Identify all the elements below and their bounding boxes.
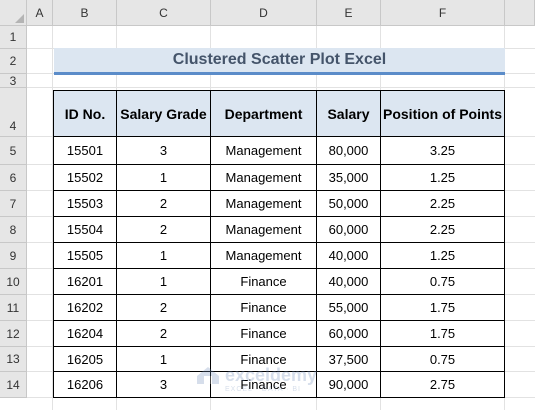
table-cell[interactable]: Finance bbox=[211, 347, 317, 372]
column-header-partial[interactable] bbox=[505, 0, 535, 26]
table-cell[interactable]: 1.75 bbox=[381, 321, 505, 347]
table-cell[interactable]: 50,000 bbox=[317, 191, 381, 217]
table-cell[interactable]: 40,000 bbox=[317, 269, 381, 295]
table-cell[interactable]: 90,000 bbox=[317, 372, 381, 398]
table-cell[interactable]: Management bbox=[211, 137, 317, 165]
row-header-3[interactable]: 3 bbox=[0, 74, 27, 88]
table-cell[interactable]: 2.25 bbox=[381, 217, 505, 243]
table-cell[interactable]: 16206 bbox=[53, 372, 117, 398]
table-header-cell[interactable]: Department bbox=[211, 90, 317, 137]
table-cell[interactable]: 35,000 bbox=[317, 165, 381, 191]
table-cell[interactable]: 40,000 bbox=[317, 243, 381, 269]
column-header-e[interactable]: E bbox=[317, 0, 381, 26]
row-header-4[interactable]: 4 bbox=[0, 88, 27, 137]
row-header-6[interactable]: 6 bbox=[0, 165, 27, 191]
table-cell[interactable]: 1.25 bbox=[381, 243, 505, 269]
table-cell[interactable]: Management bbox=[211, 191, 317, 217]
table-cell[interactable]: 2.75 bbox=[381, 372, 505, 398]
row-header-14[interactable]: 14 bbox=[0, 372, 27, 398]
table-cell[interactable]: 1 bbox=[117, 243, 211, 269]
table-cell[interactable]: 2 bbox=[117, 217, 211, 243]
table-cell[interactable]: Finance bbox=[211, 321, 317, 347]
table-cell[interactable]: 60,000 bbox=[317, 217, 381, 243]
table-cell[interactable]: 15501 bbox=[53, 137, 117, 165]
select-all-triangle-icon bbox=[15, 14, 24, 23]
column-header-c[interactable]: C bbox=[117, 0, 211, 26]
table-cell[interactable]: 0.75 bbox=[381, 347, 505, 372]
row-header-2[interactable]: 2 bbox=[0, 49, 27, 74]
table-cell[interactable]: 55,000 bbox=[317, 295, 381, 321]
column-header-a[interactable]: A bbox=[27, 0, 53, 26]
table-cell[interactable]: 15503 bbox=[53, 191, 117, 217]
table-cell[interactable]: 2 bbox=[117, 191, 211, 217]
row-header-9[interactable]: 9 bbox=[0, 243, 27, 269]
table-header-cell[interactable]: Position of Points bbox=[381, 90, 505, 137]
table-cell[interactable]: 1 bbox=[117, 347, 211, 372]
column-header-f[interactable]: F bbox=[381, 0, 505, 26]
table-cell[interactable]: Management bbox=[211, 165, 317, 191]
table-cell[interactable]: 60,000 bbox=[317, 321, 381, 347]
column-header-d[interactable]: D bbox=[211, 0, 317, 26]
row-header-13[interactable]: 13 bbox=[0, 347, 27, 372]
table-cell[interactable]: Finance bbox=[211, 372, 317, 398]
table-cell[interactable]: 16205 bbox=[53, 347, 117, 372]
row-header-5[interactable]: 5 bbox=[0, 137, 27, 165]
table-cell[interactable]: 1 bbox=[117, 165, 211, 191]
table-cell[interactable]: Management bbox=[211, 243, 317, 269]
row-header-8[interactable]: 8 bbox=[0, 217, 27, 243]
table-cell[interactable]: 15505 bbox=[53, 243, 117, 269]
table-header-cell[interactable]: Salary bbox=[317, 90, 381, 137]
sheet-title[interactable]: Clustered Scatter Plot Excel bbox=[54, 48, 505, 75]
select-all-corner[interactable] bbox=[0, 0, 27, 26]
table-cell[interactable]: 16202 bbox=[53, 295, 117, 321]
row-header-10[interactable]: 10 bbox=[0, 269, 27, 295]
table-cell[interactable]: 3.25 bbox=[381, 137, 505, 165]
table-cell[interactable]: 2 bbox=[117, 321, 211, 347]
table-cell[interactable]: Finance bbox=[211, 269, 317, 295]
row-header-12[interactable]: 12 bbox=[0, 321, 27, 347]
gridline-horizontal bbox=[27, 87, 535, 88]
table-cell[interactable]: 2 bbox=[117, 295, 211, 321]
table-cell[interactable]: 16201 bbox=[53, 269, 117, 295]
table-cell[interactable]: 3 bbox=[117, 372, 211, 398]
row-header-7[interactable]: 7 bbox=[0, 191, 27, 217]
table-cell[interactable]: 16204 bbox=[53, 321, 117, 347]
table-cell[interactable]: 1.75 bbox=[381, 295, 505, 321]
table-header-cell[interactable]: ID No. bbox=[53, 90, 117, 137]
table-header-cell[interactable]: Salary Grade bbox=[117, 90, 211, 137]
table-cell[interactable]: 2.25 bbox=[381, 191, 505, 217]
table-cell[interactable]: 37,500 bbox=[317, 347, 381, 372]
table-cell[interactable]: 1 bbox=[117, 269, 211, 295]
table-cell[interactable]: Management bbox=[211, 217, 317, 243]
table-cell[interactable]: 15502 bbox=[53, 165, 117, 191]
table-cell[interactable]: 0.75 bbox=[381, 269, 505, 295]
table-cell[interactable]: 3 bbox=[117, 137, 211, 165]
table-cell[interactable]: 80,000 bbox=[317, 137, 381, 165]
table-cell[interactable]: Finance bbox=[211, 295, 317, 321]
column-header-b[interactable]: B bbox=[53, 0, 117, 26]
gridline-vertical bbox=[52, 26, 53, 410]
row-header-11[interactable]: 11 bbox=[0, 295, 27, 321]
table-cell[interactable]: 1.25 bbox=[381, 165, 505, 191]
table-cell[interactable]: 15504 bbox=[53, 217, 117, 243]
row-header-1[interactable]: 1 bbox=[0, 26, 27, 49]
